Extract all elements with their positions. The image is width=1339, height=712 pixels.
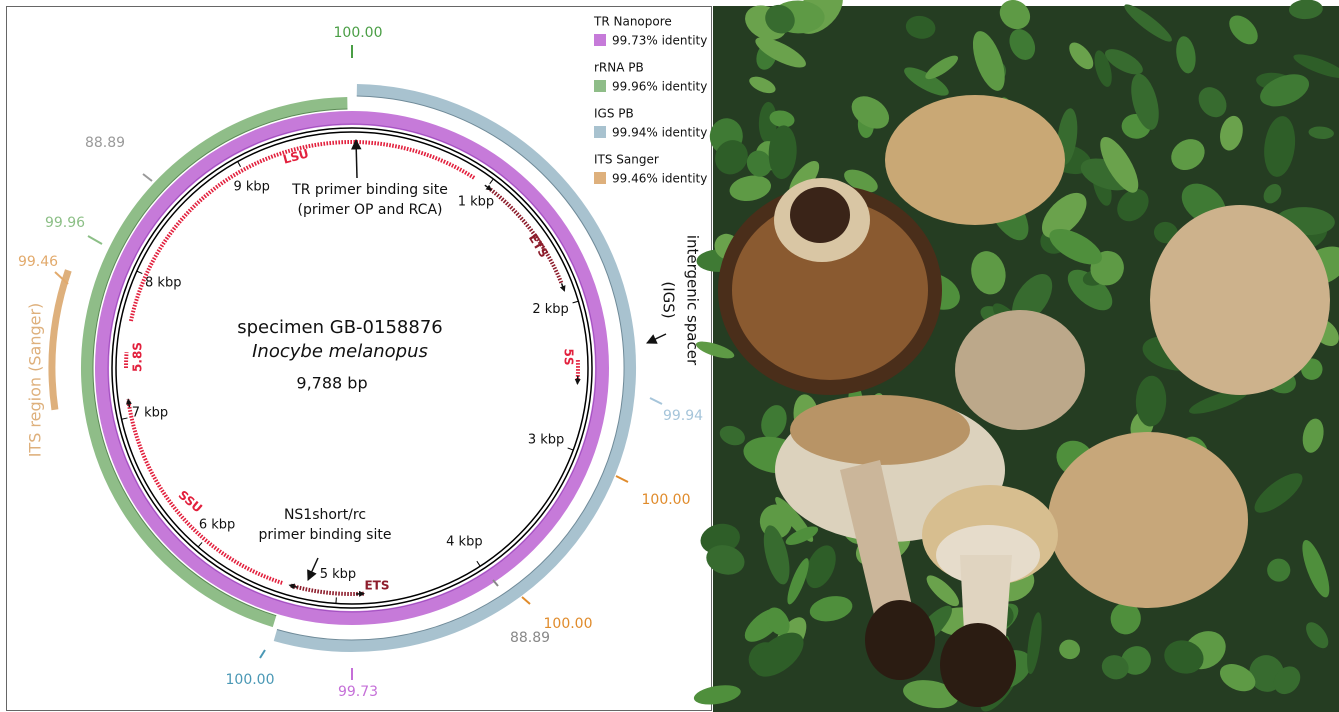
legend-name: IGS PB bbox=[594, 107, 634, 121]
its-region-label: ITS region (Sanger) bbox=[26, 303, 45, 458]
legend-identity: 99.94% identity bbox=[612, 126, 707, 140]
legend-identity: 99.46% identity bbox=[612, 172, 707, 186]
identity-label: 99.94 bbox=[663, 408, 703, 424]
legend-name: TR Nanopore bbox=[593, 15, 672, 29]
mushroom-base bbox=[865, 600, 935, 680]
legend-swatch bbox=[594, 172, 606, 184]
mushroom-base bbox=[940, 623, 1016, 707]
legend-identity: 99.73% identity bbox=[612, 34, 707, 48]
legend-swatch bbox=[594, 34, 606, 46]
identity-label: 100.00 bbox=[334, 25, 383, 41]
feature-label: ETS bbox=[364, 579, 389, 593]
kbp-label: 3 kbp bbox=[528, 432, 564, 447]
legend-name: ITS Sanger bbox=[594, 153, 659, 167]
photo bbox=[692, 0, 1339, 712]
legend-swatch bbox=[594, 80, 606, 92]
annotation-arrow bbox=[356, 140, 357, 178]
species: Inocybe melanopus bbox=[252, 341, 428, 362]
specimen: specimen GB-0158876 bbox=[237, 317, 442, 338]
identity-label: 88.89 bbox=[85, 135, 125, 151]
mushroom-cap bbox=[885, 95, 1065, 225]
mushroom-cap bbox=[790, 395, 970, 465]
mushroom-cap bbox=[955, 310, 1085, 430]
sequence-length: 9,788 bp bbox=[296, 374, 367, 393]
annotation: NS1short/rc bbox=[284, 507, 366, 523]
kbp-label: 1 kbp bbox=[458, 195, 494, 210]
feature-label: 5.8S bbox=[131, 342, 145, 372]
mushroom-stem bbox=[790, 187, 850, 243]
mushroom-cap bbox=[1048, 432, 1248, 608]
kbp-label: 4 kbp bbox=[446, 534, 482, 549]
annotation: intergenic spacer bbox=[684, 235, 702, 366]
identity-label: 100.00 bbox=[544, 616, 593, 632]
annotation: (primer OP and RCA) bbox=[298, 202, 443, 218]
identity-label: 88.89 bbox=[510, 630, 550, 646]
legend-identity: 99.96% identity bbox=[612, 80, 707, 94]
kbp-label: 5 kbp bbox=[320, 567, 356, 582]
legend-swatch bbox=[594, 126, 606, 138]
page: 1 kbp 2 kbp 3 kbp 4 kbp 5 kbp 6 kbp 7 kbp 8 kbp… bbox=[0, 0, 1339, 712]
feature-label: 5S bbox=[562, 349, 576, 366]
identity-label: 100.00 bbox=[226, 672, 275, 688]
identity-label: 99.73 bbox=[338, 684, 378, 700]
kbp-label: 2 kbp bbox=[532, 302, 568, 317]
kbp-label: 9 kbp bbox=[233, 179, 269, 194]
identity-label: 99.46 bbox=[18, 254, 58, 270]
kbp-label: 7 kbp bbox=[132, 405, 168, 420]
legend-name: rRNA PB bbox=[594, 61, 644, 75]
annotation: TR primer binding site bbox=[291, 182, 448, 198]
mushroom-cap bbox=[1150, 205, 1330, 395]
figure: 1 kbp 2 kbp 3 kbp 4 kbp 5 kbp 6 kbp 7 kbp 8 kbp… bbox=[0, 0, 1339, 712]
identity-label: 99.96 bbox=[45, 215, 85, 231]
annotation: primer binding site bbox=[259, 527, 392, 543]
annotation: (IGS) bbox=[660, 281, 678, 318]
identity-label: 100.00 bbox=[642, 492, 691, 508]
kbp-label: 8 kbp bbox=[145, 276, 181, 291]
kbp-label: 6 kbp bbox=[199, 517, 235, 532]
